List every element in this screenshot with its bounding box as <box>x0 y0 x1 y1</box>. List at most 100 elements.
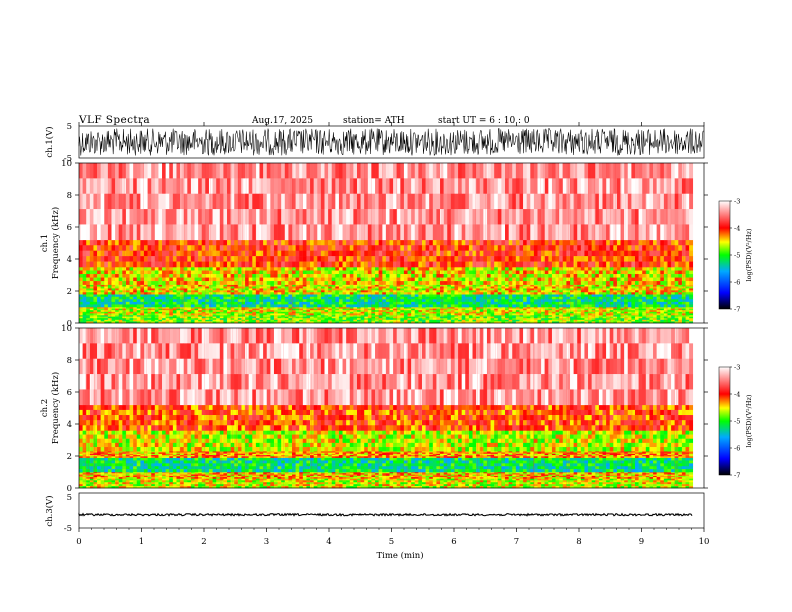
spectrogram-cell <box>118 270 123 275</box>
spectrogram-cell <box>245 256 249 262</box>
spectrogram-cell <box>292 290 296 293</box>
spectrogram-cell <box>501 310 506 313</box>
spectrogram-cell <box>115 292 120 295</box>
spectrogram-cell <box>371 319 376 322</box>
spectrogram-cell <box>172 288 177 291</box>
spectrogram-cell <box>591 267 596 271</box>
spectrogram-cell <box>486 290 491 293</box>
spectrogram-cell <box>490 270 495 275</box>
spectrogram-cell <box>512 313 517 316</box>
spectrogram-cell <box>147 311 152 314</box>
spectrogram-cell <box>479 281 484 285</box>
spectrogram-cell <box>526 319 531 322</box>
spectrogram-cell <box>447 310 452 313</box>
spectrogram-cell <box>598 313 603 316</box>
spectrogram-cell <box>389 301 394 305</box>
spectrogram-cell <box>255 261 260 268</box>
spectrogram-cell <box>685 304 690 308</box>
spectrogram-cell <box>158 274 163 278</box>
spectrogram-cell <box>97 315 101 317</box>
spectrogram-cell <box>367 316 372 319</box>
spectrogram-cell <box>588 290 592 293</box>
spectrogram-cell <box>580 319 585 322</box>
spectrogram-cell <box>674 277 679 282</box>
spectrogram-cell <box>277 311 282 314</box>
spectrogram-cell <box>382 294 387 298</box>
spectrogram-cell <box>613 290 618 293</box>
spectrogram-cell <box>526 315 531 317</box>
spectrogram-cell <box>252 299 257 303</box>
spectrogram-cell <box>310 299 314 303</box>
spectrogram-cell <box>653 239 657 246</box>
spectrogram-cell <box>548 313 553 316</box>
spectrogram-cell <box>288 299 293 303</box>
spectrogram-cell <box>537 277 542 282</box>
spectrogram-cell <box>382 277 387 282</box>
spectrogram-cell <box>143 301 148 305</box>
spectrogram-cell <box>588 310 592 313</box>
spectrogram-cell <box>541 307 546 309</box>
spectrogram-cell <box>151 292 156 295</box>
spectrogram-cell <box>382 315 387 317</box>
spectrogram-cell <box>494 311 499 314</box>
spectrogram-cell <box>320 316 325 319</box>
spectrogram-cell <box>172 261 177 268</box>
spectrogram-cell <box>407 281 412 285</box>
spectrogram-cell <box>678 284 683 287</box>
spectrogram-cell <box>562 274 567 278</box>
spectrogram-cell <box>454 299 459 303</box>
spectrogram-cell <box>364 250 369 257</box>
spectrogram-cell <box>194 281 199 285</box>
spectrogram-cell <box>454 256 459 262</box>
spectrogram-cell <box>613 304 618 308</box>
spectrogram-cell <box>551 250 556 257</box>
spectrogram-cell <box>645 310 650 313</box>
spectrogram-cell <box>122 318 127 321</box>
spectrogram-cell <box>407 316 412 319</box>
spectrogram-cell <box>616 286 621 289</box>
spectrogram-cell <box>530 277 535 282</box>
spectrogram-cell <box>281 274 286 278</box>
spectrogram-cell <box>512 284 517 287</box>
spectrogram-cell <box>468 250 473 257</box>
spectrogram-cell <box>292 239 296 246</box>
spectrogram-cell <box>512 315 517 317</box>
spectrogram-cell <box>151 321 156 324</box>
spectrogram-cell <box>396 294 401 298</box>
spectrogram-cell <box>89 277 94 282</box>
spectrogram-cell <box>414 316 419 319</box>
spectrogram-cell <box>89 270 94 275</box>
spectrogram-cell <box>360 267 365 271</box>
spectrogram-cell <box>573 311 578 314</box>
spectrogram-cell <box>162 270 166 275</box>
spectrogram-cell <box>320 313 325 316</box>
spectrogram-cell <box>523 277 527 282</box>
spectrogram-cell <box>299 294 304 298</box>
spectrogram-cell <box>136 299 141 303</box>
spectrogram-cell <box>537 274 542 278</box>
spectrogram-cell <box>425 319 430 322</box>
spectrogram-cell <box>234 294 239 298</box>
spectrogram-cell <box>602 301 607 305</box>
spectrogram-cell <box>89 313 94 316</box>
spectrogram-cell <box>443 281 448 285</box>
spectrogram-cell <box>143 318 148 321</box>
spectrogram-cell <box>299 245 304 251</box>
spectrogram-cell <box>353 294 358 298</box>
spectrogram-cell <box>245 315 249 317</box>
spectrogram-cell <box>573 321 578 324</box>
spectrogram-cell <box>602 313 607 316</box>
spectrogram-cell <box>620 239 625 246</box>
spectrogram-cell <box>338 239 343 246</box>
spectrogram-cell <box>248 239 253 246</box>
spectrogram-cell <box>407 299 412 303</box>
spectrogram-cell <box>310 321 314 324</box>
spectrogram-cell <box>429 310 434 313</box>
spectrogram-cell <box>584 281 589 285</box>
spectrogram-cell <box>634 296 639 300</box>
spectrogram-cell <box>551 319 556 322</box>
spectrogram-cell <box>183 290 188 293</box>
spectrogram-cell <box>201 311 206 314</box>
spectrogram-cell <box>515 284 520 287</box>
spectrogram-cell <box>385 281 390 285</box>
